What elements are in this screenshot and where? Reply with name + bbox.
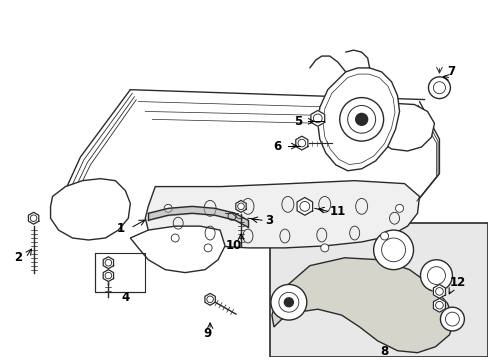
Polygon shape bbox=[296, 198, 312, 215]
Text: 11: 11 bbox=[329, 205, 346, 218]
Circle shape bbox=[395, 204, 403, 212]
Text: 4: 4 bbox=[121, 291, 129, 304]
Circle shape bbox=[339, 98, 383, 141]
Text: 9: 9 bbox=[203, 327, 211, 341]
Circle shape bbox=[203, 244, 212, 252]
Polygon shape bbox=[130, 226, 224, 273]
Polygon shape bbox=[373, 104, 433, 151]
Polygon shape bbox=[204, 293, 215, 305]
Text: 1: 1 bbox=[116, 222, 124, 235]
Circle shape bbox=[270, 284, 306, 320]
Polygon shape bbox=[103, 257, 113, 269]
Circle shape bbox=[420, 260, 451, 291]
Polygon shape bbox=[271, 258, 453, 353]
Circle shape bbox=[320, 244, 328, 252]
Circle shape bbox=[380, 232, 388, 240]
Polygon shape bbox=[432, 298, 445, 312]
Circle shape bbox=[171, 234, 179, 242]
Text: 2: 2 bbox=[15, 251, 22, 264]
Circle shape bbox=[284, 298, 293, 307]
Text: 8: 8 bbox=[380, 345, 388, 358]
Circle shape bbox=[427, 77, 449, 99]
Polygon shape bbox=[28, 212, 39, 224]
Circle shape bbox=[164, 204, 172, 212]
Text: 10: 10 bbox=[225, 239, 242, 252]
Circle shape bbox=[355, 113, 367, 125]
Polygon shape bbox=[295, 136, 307, 150]
Text: 5: 5 bbox=[293, 115, 301, 128]
Polygon shape bbox=[235, 201, 245, 212]
Circle shape bbox=[440, 307, 464, 331]
Text: 7: 7 bbox=[447, 66, 454, 78]
Circle shape bbox=[373, 230, 413, 270]
Text: 12: 12 bbox=[448, 276, 465, 289]
Text: 6: 6 bbox=[273, 140, 281, 153]
Polygon shape bbox=[103, 270, 113, 282]
Polygon shape bbox=[317, 68, 399, 171]
Polygon shape bbox=[50, 179, 130, 240]
Polygon shape bbox=[145, 181, 419, 248]
Polygon shape bbox=[432, 284, 445, 298]
Text: 3: 3 bbox=[264, 214, 272, 227]
Polygon shape bbox=[310, 111, 324, 126]
FancyBboxPatch shape bbox=[269, 223, 488, 357]
